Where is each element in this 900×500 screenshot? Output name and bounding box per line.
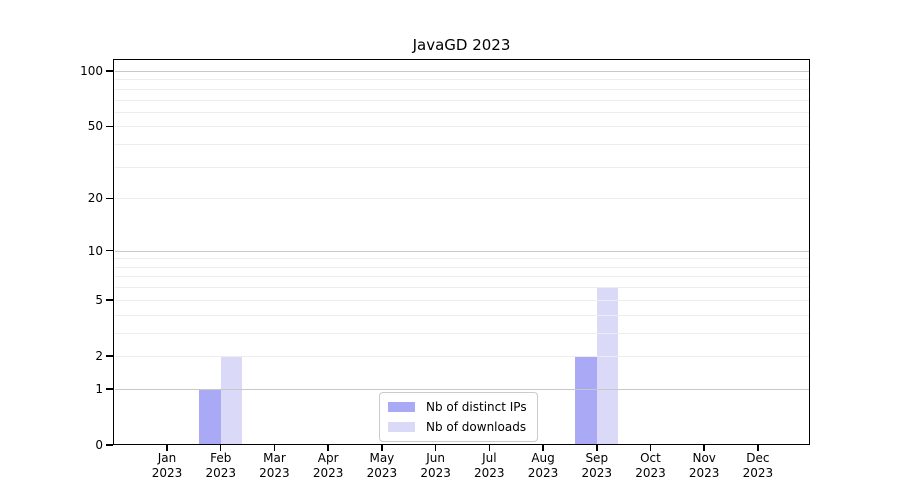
x-label-year: 2023 xyxy=(312,466,344,480)
gridline-minor xyxy=(115,144,809,146)
gridline-minor xyxy=(115,111,809,113)
y-axis-tick xyxy=(106,197,113,200)
gridline-minor xyxy=(115,99,809,101)
x-label-year: 2023 xyxy=(420,466,451,480)
x-axis-tick-label: Sep 2023 xyxy=(565,451,629,481)
x-label-month: Aug xyxy=(531,451,555,465)
x-label-month: Oct xyxy=(640,451,661,465)
y-axis-tick xyxy=(106,125,113,128)
x-label-year: 2023 xyxy=(581,466,613,480)
y-axis-tick-label: 5 xyxy=(95,292,103,307)
gridline-decade xyxy=(115,388,809,390)
gridline-minor xyxy=(115,314,809,316)
legend-label-downloads: Nb of downloads xyxy=(426,419,527,434)
y-axis-tick-label: 1 xyxy=(95,381,103,396)
legend: Nb of distinct IPs Nb of downloads xyxy=(379,392,538,442)
x-label-month: Nov xyxy=(692,451,716,465)
x-label-month: May xyxy=(369,451,395,465)
x-label-month: Jun xyxy=(426,451,445,465)
x-axis-tick xyxy=(542,445,544,451)
x-axis-tick xyxy=(434,445,437,451)
x-axis-tick-label: Jun 2023 xyxy=(404,451,468,481)
x-label-month: Apr xyxy=(317,451,339,465)
y-axis-tick-label: 50 xyxy=(87,119,103,134)
bar-distinct-ips xyxy=(575,355,597,445)
x-label-year: 2023 xyxy=(205,466,236,480)
gridline-minor xyxy=(115,88,809,90)
bar-downloads xyxy=(596,287,619,445)
x-axis-tick-label: Mar 2023 xyxy=(242,451,306,481)
x-axis-tick xyxy=(166,445,168,451)
gridline-decade xyxy=(115,71,809,72)
x-label-month: Feb xyxy=(210,451,232,465)
gridline-minor xyxy=(115,198,809,200)
x-axis-tick xyxy=(381,445,383,451)
gridline-minor xyxy=(115,332,809,334)
y-axis-tick xyxy=(106,299,113,301)
x-axis-tick xyxy=(703,445,705,451)
legend-item-downloads: Nb of downloads xyxy=(388,417,527,436)
x-axis-tick xyxy=(757,445,759,451)
x-axis-tick-label: Nov 2023 xyxy=(672,451,736,481)
gridline-minor xyxy=(115,258,809,260)
x-label-year: 2023 xyxy=(151,466,183,480)
gridline-minor xyxy=(115,266,809,268)
y-axis-tick xyxy=(106,70,113,72)
y-axis-tick xyxy=(106,388,113,390)
chart-title: JavaGD 2023 xyxy=(412,36,511,54)
legend-item-distinct-ips: Nb of distinct IPs xyxy=(388,397,527,416)
gridline-minor xyxy=(115,126,809,128)
x-axis-tick-label: Jan 2023 xyxy=(135,451,199,481)
x-label-month: Dec xyxy=(746,451,770,465)
y-axis-tick-label: 2 xyxy=(95,348,103,363)
gridline-minor xyxy=(115,355,809,357)
gridline-minor xyxy=(115,79,809,81)
y-axis-tick-label: 0 xyxy=(95,438,103,452)
x-axis-tick xyxy=(596,445,598,451)
bar-distinct-ips xyxy=(199,388,221,445)
y-axis-tick-label: 10 xyxy=(87,243,103,258)
x-axis-tick-label: May 2023 xyxy=(350,451,414,481)
gridline-minor xyxy=(115,166,809,168)
x-axis-tick-label: Oct 2023 xyxy=(618,451,682,481)
x-label-year: 2023 xyxy=(474,466,505,480)
y-axis-tick xyxy=(106,355,113,357)
x-axis-tick xyxy=(273,445,276,451)
x-axis-tick-label: Feb 2023 xyxy=(189,451,253,481)
x-label-year: 2023 xyxy=(635,466,666,480)
gridline-minor xyxy=(115,299,809,301)
y-axis-tick-label: 20 xyxy=(87,191,103,206)
legend-swatch-distinct-ips xyxy=(388,401,415,412)
x-axis-tick-label: Jul 2023 xyxy=(457,451,521,481)
x-label-year: 2023 xyxy=(688,466,720,480)
y-axis-tick-label: 100 xyxy=(80,64,103,78)
y-axis-tick xyxy=(106,249,113,252)
x-axis-tick xyxy=(327,445,329,451)
x-label-month: Mar xyxy=(263,451,286,465)
x-axis-tick-label: Dec 2023 xyxy=(726,451,790,481)
x-label-year: 2023 xyxy=(259,466,290,480)
legend-label-distinct-ips: Nb of distinct IPs xyxy=(426,399,527,414)
x-axis-tick-label: Aug 2023 xyxy=(511,451,575,481)
x-axis-tick xyxy=(649,445,652,451)
legend-swatch-downloads xyxy=(388,421,415,432)
x-label-month: Jul xyxy=(482,451,497,465)
x-axis-tick xyxy=(219,445,222,451)
gridline-minor xyxy=(115,276,809,278)
x-label-year: 2023 xyxy=(527,466,559,480)
x-label-month: Jan xyxy=(157,451,177,465)
x-label-year: 2023 xyxy=(366,466,398,480)
x-label-month: Sep xyxy=(585,451,609,465)
bar-downloads xyxy=(220,355,243,445)
x-label-year: 2023 xyxy=(742,466,774,480)
x-axis-tick xyxy=(488,445,491,451)
y-axis-tick xyxy=(106,444,113,446)
gridline-minor xyxy=(115,287,809,289)
x-axis-tick-label: Apr 2023 xyxy=(296,451,360,481)
gridline-decade xyxy=(115,250,809,252)
